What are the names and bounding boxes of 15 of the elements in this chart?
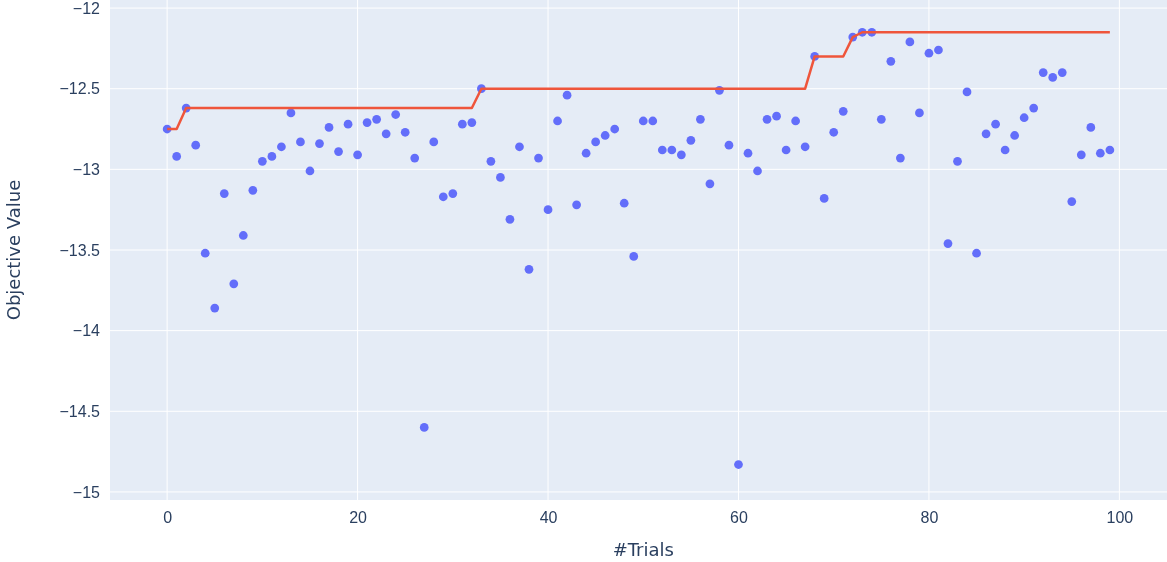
x-tick-label: 60 (730, 509, 748, 527)
y-tick-label: −12 (72, 0, 101, 17)
y-tick-label: −13.5 (59, 241, 101, 259)
x-tick-label: 40 (539, 509, 558, 527)
y-tick-label: −13 (72, 160, 101, 178)
y-tick-label: −15 (72, 483, 101, 501)
x-axis-title: #Trials (612, 539, 674, 560)
y-tick-label: −14.5 (59, 402, 101, 420)
x-tick-label: 80 (920, 509, 939, 527)
x-tick-label: 100 (1106, 509, 1134, 527)
x-tick-label: 0 (163, 509, 173, 527)
y-tick-label: −14 (72, 322, 101, 340)
x-tick-label: 20 (349, 509, 368, 527)
y-axis-title: Objective Value (3, 179, 24, 321)
y-tick-label: −12.5 (59, 80, 101, 98)
